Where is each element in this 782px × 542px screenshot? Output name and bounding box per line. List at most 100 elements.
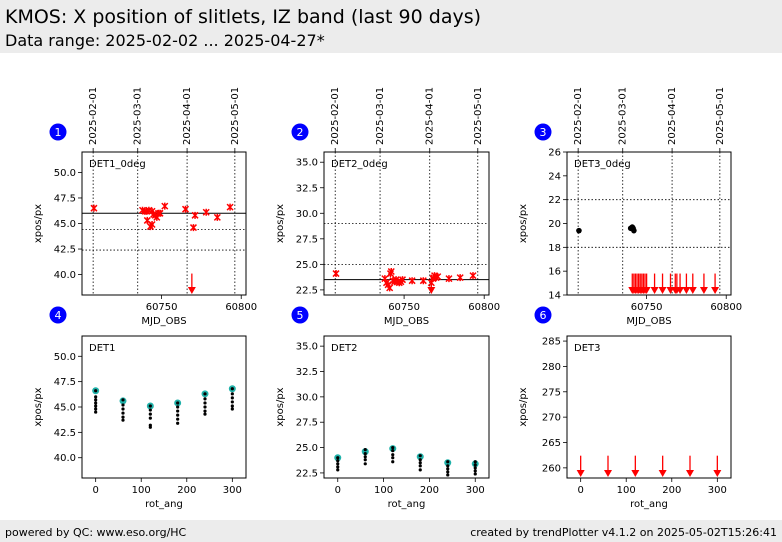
date-tick-label: 2025-04-01 — [182, 87, 193, 145]
y-tick-label: 45.0 — [54, 219, 76, 230]
data-point — [121, 415, 125, 419]
y-tick-label: 27.5 — [296, 418, 318, 429]
y-tick-label: 22 — [548, 195, 561, 206]
data-point — [473, 460, 477, 464]
y-tick-label: 47.5 — [54, 193, 76, 204]
data-range: Data range: 2025-02-02 ... 2025-04-27* — [5, 31, 325, 50]
data-point — [230, 400, 234, 404]
y-tick-label: 45.0 — [54, 403, 76, 414]
x-tick-label: 100 — [132, 485, 151, 496]
y-tick-label: 22.5 — [296, 468, 318, 479]
data-point — [161, 202, 169, 210]
panel-number-badge — [49, 306, 67, 324]
data-point — [391, 449, 395, 453]
data-point — [456, 274, 464, 282]
data-point — [203, 392, 207, 396]
data-point — [419, 277, 427, 285]
data-point — [446, 473, 450, 477]
out-of-range-arrowhead — [711, 287, 720, 294]
date-tick-label: 2025-05-01 — [473, 87, 484, 145]
panel-2 — [291, 123, 490, 299]
x-tick-label: 60800 — [468, 302, 500, 313]
y-tick-label: 50.0 — [54, 168, 76, 179]
data-point — [445, 275, 453, 283]
y-tick-label: 47.5 — [54, 377, 76, 388]
date-tick-label: 2025-03-01 — [618, 87, 629, 145]
data-point — [473, 469, 477, 473]
out-of-range-arrowhead — [650, 287, 659, 294]
panel-number: 1 — [55, 126, 62, 139]
out-of-range-arrowhead — [686, 470, 694, 477]
data-point — [332, 270, 340, 278]
y-tick-label: 30.0 — [296, 392, 318, 403]
panel-label: DET1 — [89, 343, 116, 354]
report-header: KMOS: X position of slitlets, IZ band (l… — [0, 0, 782, 53]
footer-credit: powered by QC: www.eso.org/HC — [5, 526, 187, 539]
out-of-range-marker — [658, 455, 667, 477]
panel-6 — [534, 306, 732, 482]
out-of-range-marker — [604, 455, 612, 477]
panel-label: DET3 — [574, 343, 601, 354]
report-title: KMOS: X position of slitlets, IZ band (l… — [5, 6, 482, 28]
data-point — [148, 412, 152, 416]
panel-number: 5 — [297, 309, 304, 322]
plot-frame — [81, 335, 247, 479]
x-tick-label: 100 — [617, 485, 636, 496]
out-of-range-marker — [666, 273, 675, 294]
plot-frame — [323, 335, 490, 479]
out-of-range-arrowhead — [604, 470, 612, 477]
x-tick-label: 60750 — [146, 302, 178, 313]
data-point — [203, 412, 207, 416]
date-tick-label: 2025-02-01 — [330, 87, 341, 145]
x-tick-label: 60800 — [710, 302, 742, 313]
y-tick-label: 32.5 — [296, 183, 318, 194]
data-point — [446, 467, 450, 471]
panel-1 — [49, 123, 247, 299]
data-point — [203, 401, 207, 405]
x-tick-label: 0 — [335, 485, 341, 496]
out-of-range-marker — [427, 274, 436, 294]
plot-frame — [323, 151, 490, 296]
x-tick-label: 0 — [92, 485, 98, 496]
out-of-range-marker — [642, 273, 651, 294]
panel-label: DET3_0deg — [574, 159, 631, 170]
out-of-range-marker — [686, 455, 694, 477]
data-point — [176, 417, 180, 421]
date-tick-label: 2025-04-01 — [667, 87, 678, 145]
data-point — [213, 213, 221, 221]
out-of-range-arrowhead — [658, 470, 667, 477]
data-point — [230, 404, 234, 408]
x-axis-label: MJD_OBS — [626, 316, 671, 327]
data-point — [230, 407, 234, 411]
out-of-range-arrowhead — [688, 287, 697, 294]
out-of-range-arrowhead — [187, 287, 196, 294]
x-tick-label: 60750 — [388, 302, 420, 313]
data-point — [94, 410, 98, 414]
data-point — [363, 452, 367, 456]
out-of-range-arrowhead — [676, 287, 685, 294]
data-point — [181, 205, 190, 213]
data-point — [121, 418, 125, 422]
x-axis-label: rot_ang — [630, 499, 668, 510]
panel-label: DET2 — [331, 343, 358, 354]
data-point — [631, 227, 637, 234]
data-point — [391, 445, 395, 450]
data-point — [148, 416, 152, 420]
out-of-range-marker — [699, 273, 708, 294]
data-point — [176, 409, 180, 413]
data-point — [336, 468, 340, 472]
y-axis-label: xpos/px — [518, 204, 529, 243]
y-tick-label: 40.0 — [54, 453, 76, 464]
x-tick-label: 0 — [577, 485, 583, 496]
data-point — [148, 404, 152, 408]
date-tick-label: 2025-05-01 — [715, 87, 726, 145]
data-point — [230, 396, 234, 400]
y-tick-label: 24 — [548, 171, 561, 182]
data-point — [94, 404, 98, 408]
data-point — [230, 387, 234, 391]
x-axis-label: MJD_OBS — [384, 316, 429, 327]
y-tick-label: 16 — [548, 267, 561, 278]
data-point — [176, 421, 180, 425]
data-point — [189, 224, 197, 232]
data-point — [336, 462, 340, 466]
